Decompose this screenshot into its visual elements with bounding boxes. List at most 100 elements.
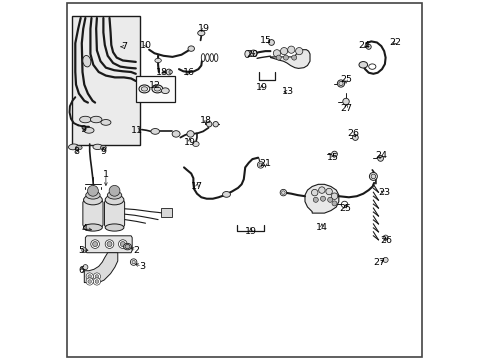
Ellipse shape <box>244 50 249 58</box>
Ellipse shape <box>93 144 102 150</box>
Ellipse shape <box>154 87 160 91</box>
Ellipse shape <box>281 191 285 194</box>
Circle shape <box>273 50 280 57</box>
Text: 19: 19 <box>255 83 267 92</box>
Circle shape <box>109 185 120 196</box>
Circle shape <box>280 48 287 55</box>
Text: 27: 27 <box>373 258 385 266</box>
Ellipse shape <box>151 129 159 134</box>
Circle shape <box>120 242 125 247</box>
Circle shape <box>295 48 302 55</box>
Circle shape <box>86 278 93 285</box>
Ellipse shape <box>172 131 180 137</box>
Text: 13: 13 <box>281 87 293 96</box>
Circle shape <box>276 55 281 60</box>
Ellipse shape <box>155 58 161 63</box>
Ellipse shape <box>168 70 172 74</box>
Text: 23: 23 <box>377 188 389 197</box>
Text: 12: 12 <box>148 81 160 90</box>
Text: 6: 6 <box>79 266 84 275</box>
Text: 27: 27 <box>339 104 351 113</box>
Ellipse shape <box>83 195 102 205</box>
Ellipse shape <box>368 172 377 180</box>
Text: 3: 3 <box>139 262 144 271</box>
Text: 10: 10 <box>139 41 151 50</box>
Text: 25: 25 <box>339 76 351 85</box>
Circle shape <box>88 275 91 278</box>
Circle shape <box>330 193 337 199</box>
Text: 18: 18 <box>156 68 168 77</box>
Circle shape <box>118 240 127 248</box>
Polygon shape <box>82 200 103 228</box>
Ellipse shape <box>186 131 194 137</box>
Text: 15: 15 <box>260 36 271 45</box>
Ellipse shape <box>206 122 211 127</box>
Ellipse shape <box>368 64 375 69</box>
Ellipse shape <box>68 144 79 150</box>
Ellipse shape <box>125 244 130 249</box>
Circle shape <box>327 197 332 202</box>
Circle shape <box>87 185 98 196</box>
Ellipse shape <box>197 31 204 36</box>
Ellipse shape <box>331 151 337 157</box>
Text: 17: 17 <box>191 182 203 191</box>
Ellipse shape <box>382 235 387 240</box>
Text: 19: 19 <box>198 24 210 33</box>
Text: 22: 22 <box>388 38 400 47</box>
Ellipse shape <box>337 80 344 87</box>
Ellipse shape <box>84 127 94 133</box>
Text: 15: 15 <box>326 153 338 162</box>
Circle shape <box>95 280 99 283</box>
Text: 20: 20 <box>246 50 258 59</box>
Ellipse shape <box>214 54 218 62</box>
Ellipse shape <box>222 192 230 197</box>
Text: 7: 7 <box>121 42 127 51</box>
Text: 26: 26 <box>346 130 359 139</box>
Circle shape <box>331 201 336 206</box>
Ellipse shape <box>268 40 274 45</box>
Ellipse shape <box>81 248 87 253</box>
Bar <box>161 208 171 217</box>
Circle shape <box>320 196 325 201</box>
Circle shape <box>287 46 294 53</box>
Text: 24: 24 <box>357 41 369 50</box>
Ellipse shape <box>258 163 262 167</box>
Circle shape <box>86 273 93 280</box>
Ellipse shape <box>257 162 264 168</box>
Circle shape <box>311 189 317 196</box>
Ellipse shape <box>187 46 194 51</box>
Ellipse shape <box>341 201 347 208</box>
Polygon shape <box>85 236 132 253</box>
Ellipse shape <box>80 116 91 123</box>
Ellipse shape <box>377 156 383 161</box>
Ellipse shape <box>161 88 169 94</box>
Circle shape <box>313 197 318 202</box>
Ellipse shape <box>76 145 82 150</box>
Ellipse shape <box>342 98 348 105</box>
Circle shape <box>88 280 91 283</box>
Text: 11: 11 <box>130 126 142 135</box>
Ellipse shape <box>201 54 204 62</box>
Ellipse shape <box>83 224 102 231</box>
Polygon shape <box>104 200 124 228</box>
Text: 19: 19 <box>183 138 195 147</box>
Ellipse shape <box>366 44 370 49</box>
Circle shape <box>283 55 288 60</box>
Text: 8: 8 <box>73 147 79 156</box>
Circle shape <box>95 275 99 278</box>
Circle shape <box>93 273 101 280</box>
Ellipse shape <box>141 87 147 91</box>
Text: 25: 25 <box>339 204 350 212</box>
Circle shape <box>325 188 332 195</box>
Text: 24: 24 <box>374 151 386 160</box>
Text: 16: 16 <box>183 68 194 77</box>
Ellipse shape <box>82 265 88 270</box>
Ellipse shape <box>249 50 257 57</box>
Polygon shape <box>305 184 338 213</box>
Circle shape <box>93 278 101 285</box>
Ellipse shape <box>280 189 286 196</box>
Ellipse shape <box>166 69 171 75</box>
Circle shape <box>107 242 112 247</box>
Ellipse shape <box>101 145 106 150</box>
Circle shape <box>105 240 114 248</box>
